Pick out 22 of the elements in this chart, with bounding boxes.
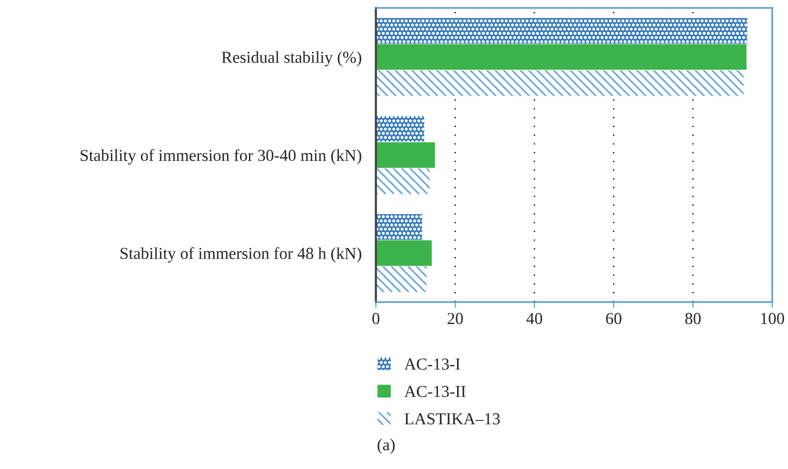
legend-label: LASTIKA–13 [404,413,500,424]
bar [376,70,744,96]
text: (a) [378,438,395,454]
bar [376,240,432,266]
bar [376,18,748,44]
bar [376,142,435,168]
y-tick-label: Stability of immersion for 48 h (kN) [120,247,362,262]
bar [376,44,746,70]
x-tick-label: 40 [526,312,542,324]
x-tick-label: 100 [761,312,784,324]
bar [376,168,430,194]
bar [376,214,422,240]
x-tick-label: 60 [606,312,622,324]
y-tick-label: Residual stabiliy (%) [222,51,362,66]
x-tick-label: 0 [372,312,380,324]
x-tick-label: 20 [448,312,463,324]
bar [376,116,424,142]
bar [376,266,427,292]
x-tick-label: 80 [685,312,701,324]
legend-label: AC-13-II [404,386,466,398]
legend-label: AC-13-I [404,358,460,370]
y-tick-label: Stability of immersion for 30-40 min (kN) [80,149,362,164]
